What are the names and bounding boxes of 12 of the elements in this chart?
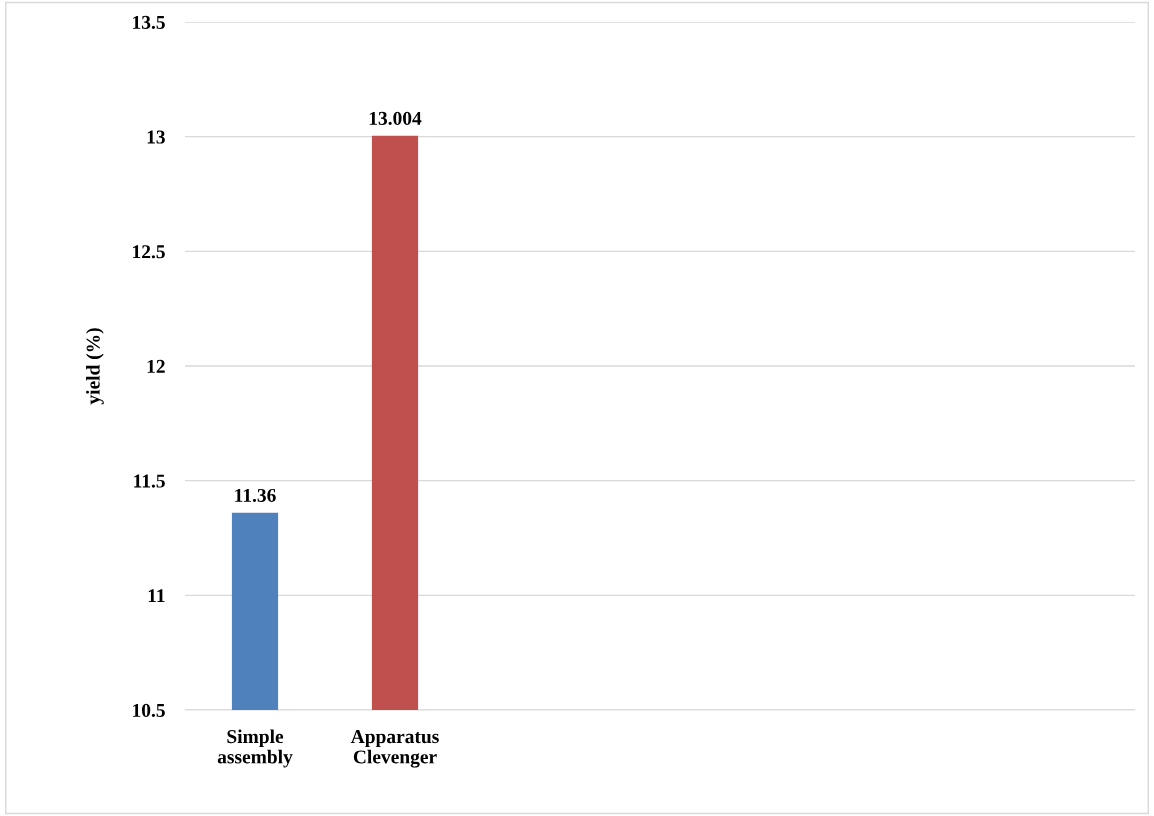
x-tick-label: Simple assembly <box>217 729 293 768</box>
y-tick-label: 12.5 <box>133 245 165 259</box>
data-label: 11.36 <box>235 488 276 503</box>
data-label: 13.004 <box>369 111 422 125</box>
y-axis-title: yield (%) <box>86 328 104 405</box>
x-tick-label: Apparatus Clevenger <box>350 730 439 768</box>
y-tick-label: 13.5 <box>133 15 165 30</box>
y-tick-label: 12 <box>147 359 165 373</box>
y-tick-label: 11.5 <box>134 474 165 488</box>
y-tick-label: 11 <box>148 589 165 603</box>
y-tick-label: 10.5 <box>133 703 165 718</box>
y-tick-label: 13 <box>147 130 165 144</box>
